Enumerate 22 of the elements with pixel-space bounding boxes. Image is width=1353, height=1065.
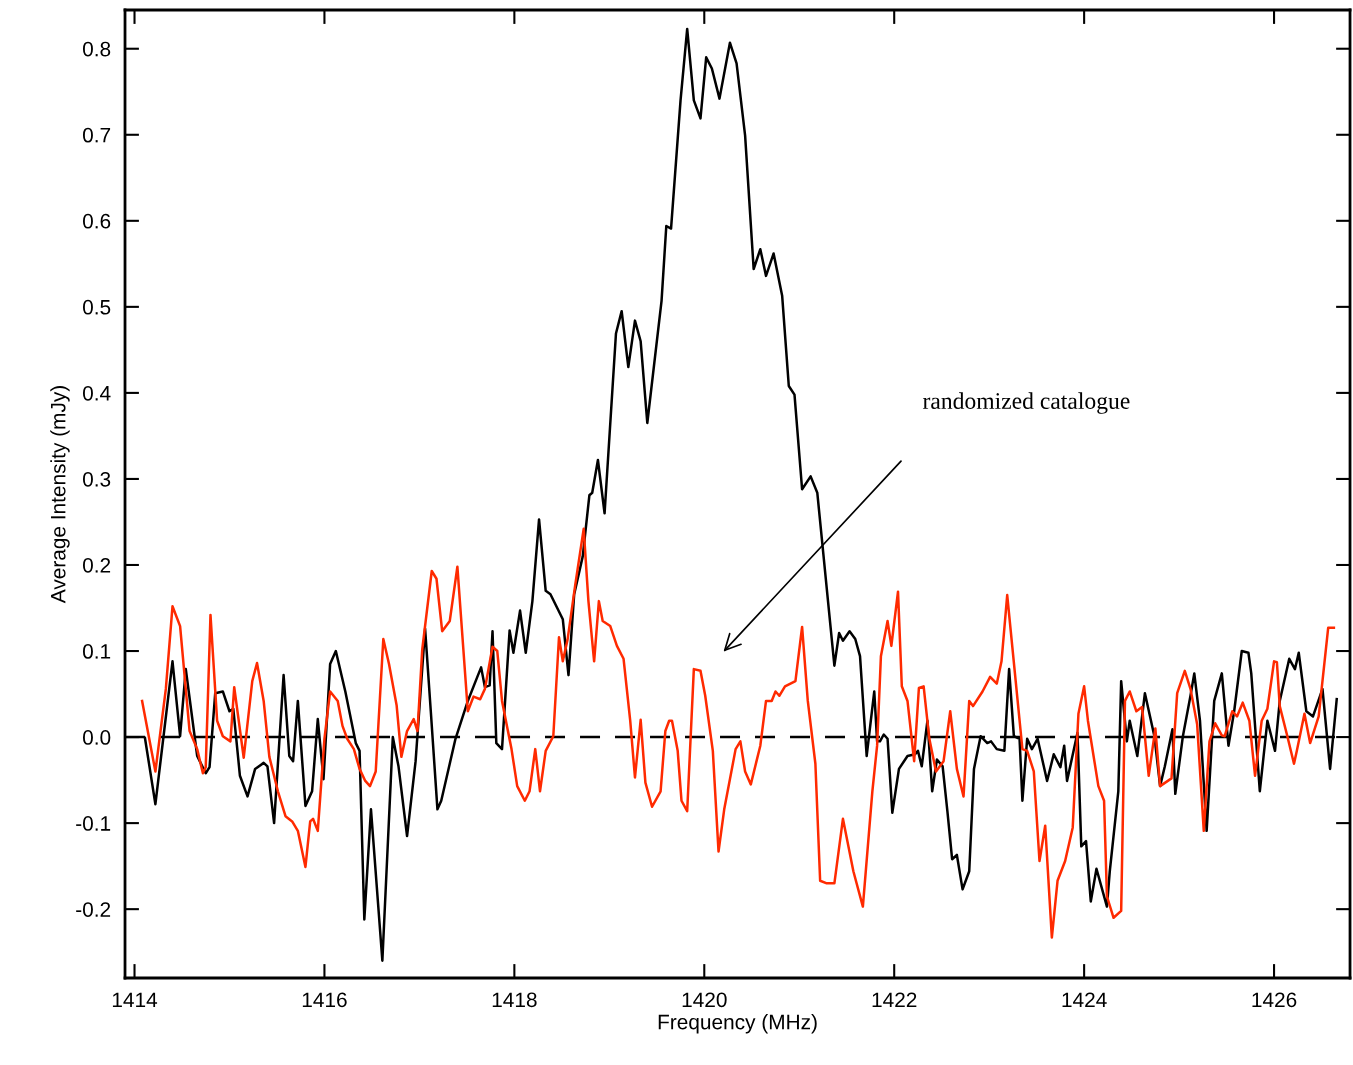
x-tick-label: 1424 xyxy=(1062,992,1107,1007)
y-tick-label: 0.6 xyxy=(82,213,111,229)
y-axis-title: Average Intensity (mJy) xyxy=(50,386,70,604)
x-axis-title: Frequency (MHz) xyxy=(658,1014,817,1034)
x-tick-label: 1420 xyxy=(682,992,727,1008)
x-tick-label: 1422 xyxy=(872,992,917,1007)
y-tick-label: 0.5 xyxy=(82,299,111,315)
x-tick-label: 1418 xyxy=(492,992,537,1008)
x-tick-label: 1426 xyxy=(1252,992,1297,1008)
line-series xyxy=(140,527,1336,939)
y-tick-label: -0.2 xyxy=(76,902,111,917)
y-tick-label: 0.4 xyxy=(82,385,111,401)
y-tick-label: -0.1 xyxy=(76,816,111,831)
x-tick-label: 1416 xyxy=(302,992,347,1008)
y-tick-label: 0.8 xyxy=(82,41,111,57)
y-tick-label: 0.0 xyxy=(82,730,111,745)
y-tick-label: 0.2 xyxy=(82,557,111,573)
x-tick-label: 1414 xyxy=(112,992,158,1007)
y-tick-label: 0.1 xyxy=(82,644,111,659)
y-tick-label: 0.7 xyxy=(82,127,111,143)
y-tick-label: 0.3 xyxy=(82,471,111,487)
annotation: randomized catalogue xyxy=(922,392,1130,414)
